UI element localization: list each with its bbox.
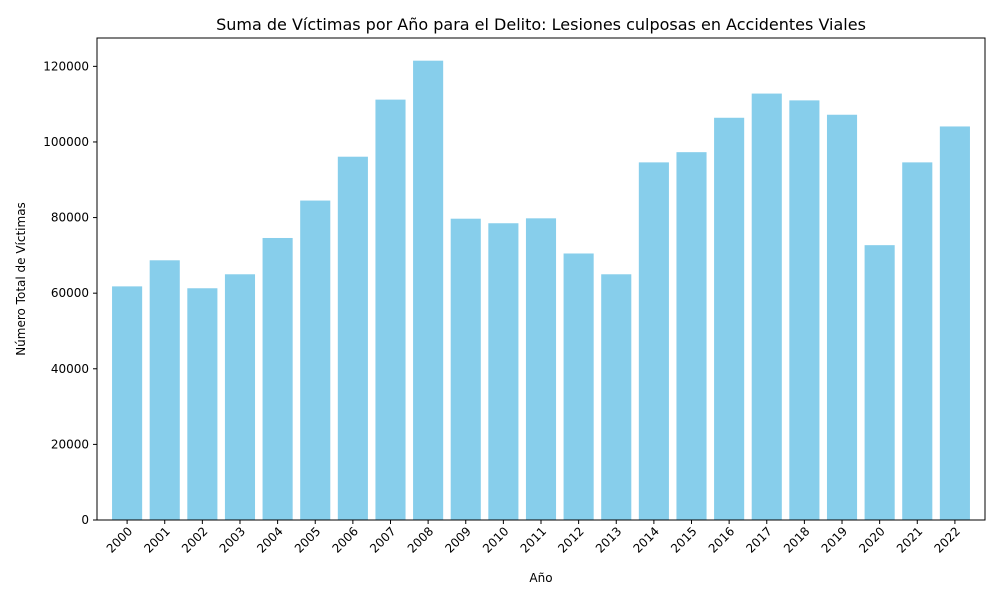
- bars-group: [112, 60, 970, 521]
- bar-2017: [751, 93, 782, 520]
- bar-2020: [864, 245, 895, 520]
- bar-2019: [826, 114, 858, 521]
- bar-2008: [413, 60, 444, 521]
- bar-2009: [450, 218, 481, 520]
- y-tick-label: 120000: [43, 59, 89, 73]
- bar-2005: [300, 200, 331, 520]
- x-axis-label: Año: [529, 571, 552, 585]
- x-tick-label: 2020: [856, 524, 887, 555]
- x-tick-label: 2019: [819, 524, 850, 555]
- bar-2014: [638, 162, 669, 520]
- x-tick-label: 2011: [518, 524, 549, 555]
- x-tick-label: 2017: [743, 524, 774, 555]
- y-axis: 0 20000 40000 60000 80000 100000 120000: [43, 59, 97, 527]
- x-axis: 2000 2001 2002 2003 2004 2005 2006 2007 2008 2009…: [104, 520, 963, 556]
- bar-2015: [676, 152, 707, 520]
- x-tick-label: 2022: [932, 524, 963, 555]
- x-tick-label: 2015: [668, 524, 699, 555]
- bar-2003: [224, 274, 256, 520]
- y-tick-label: 20000: [51, 437, 89, 451]
- x-tick-label: 2016: [706, 524, 737, 555]
- bar-2013: [601, 274, 632, 520]
- bar-2001: [149, 260, 180, 520]
- y-tick-label: 40000: [51, 362, 89, 376]
- plot-frame: [96, 37, 986, 521]
- x-tick-label: 2010: [480, 524, 511, 555]
- y-tick-label: 0: [81, 513, 89, 527]
- bar-2002: [187, 288, 218, 520]
- bar-2018: [789, 100, 820, 521]
- x-tick-label: 2006: [329, 524, 360, 555]
- y-tick-label: 60000: [51, 286, 89, 300]
- bar-2010: [488, 223, 519, 521]
- x-tick-label: 2014: [631, 524, 662, 555]
- bar-2021: [902, 162, 933, 520]
- y-tick-label: 100000: [43, 135, 89, 149]
- x-tick-label: 2008: [405, 524, 436, 555]
- x-tick-label: 2004: [254, 524, 285, 555]
- x-tick-label: 2001: [141, 524, 172, 555]
- chart-title: Suma de Víctimas por Año para el Delito:…: [216, 15, 866, 34]
- x-tick-label: 2018: [781, 524, 812, 555]
- bar-2006: [337, 156, 368, 520]
- bar-2012: [563, 253, 594, 520]
- y-tick-label: 80000: [51, 211, 89, 225]
- x-tick-label: 2002: [179, 524, 210, 555]
- x-tick-label: 2003: [217, 524, 248, 555]
- x-tick-label: 2007: [367, 524, 398, 555]
- x-tick-label: 2009: [442, 524, 473, 555]
- bar-2000: [112, 286, 143, 520]
- bar-2016: [714, 117, 745, 521]
- x-tick-label: 2021: [894, 524, 925, 555]
- x-tick-label: 2013: [593, 524, 624, 555]
- bar-2007: [375, 99, 406, 520]
- x-tick-label: 2012: [555, 524, 586, 555]
- x-tick-label: 2005: [292, 524, 323, 555]
- x-tick-label: 2000: [104, 524, 135, 555]
- bar-2022: [939, 126, 970, 520]
- bar-2011: [525, 218, 557, 520]
- y-axis-label: Número Total de Víctimas: [14, 202, 28, 356]
- bar-2004: [262, 237, 293, 521]
